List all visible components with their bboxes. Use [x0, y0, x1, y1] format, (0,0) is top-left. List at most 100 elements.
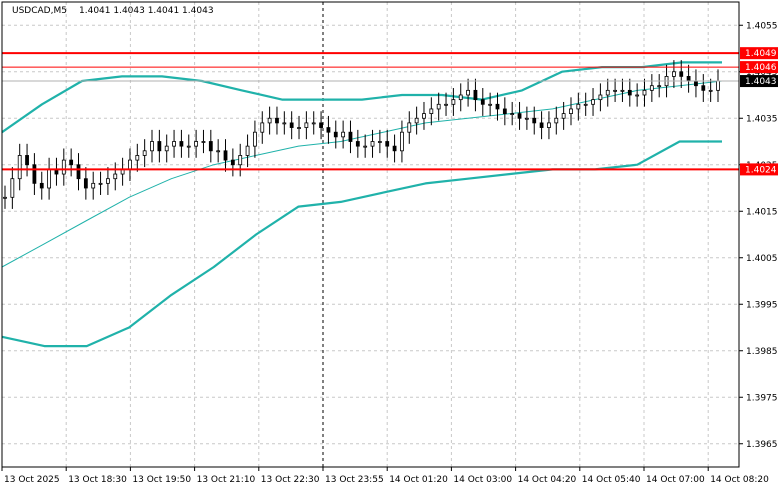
candle — [245, 134, 250, 168]
candle — [436, 92, 441, 121]
time-tick-label: 14 Oct 03:00 — [453, 475, 512, 485]
candle-body — [510, 113, 515, 115]
level-label: 1.4046 — [745, 63, 777, 73]
candle — [473, 78, 478, 112]
candle — [370, 129, 375, 158]
candle-body — [355, 141, 360, 147]
candle — [172, 129, 176, 158]
candle-body — [172, 141, 176, 147]
candle-body — [436, 103, 441, 110]
candle-body — [363, 145, 368, 148]
candle — [194, 129, 199, 158]
candle-body — [605, 89, 610, 96]
price-tick-label: 1.4055 — [746, 21, 778, 31]
candle — [150, 129, 154, 163]
candle — [113, 162, 118, 191]
candle-body — [598, 94, 603, 101]
candle-body — [400, 131, 404, 152]
candle-body — [253, 131, 257, 147]
level-label-box — [740, 47, 778, 60]
candle-body — [407, 122, 412, 133]
candle — [282, 111, 287, 135]
candle-body — [392, 145, 397, 152]
candle — [69, 148, 74, 177]
candle — [429, 97, 434, 126]
candle-body — [576, 103, 581, 110]
current-price-label: 1.4043 — [745, 77, 777, 87]
candle-body — [627, 89, 632, 96]
candle-body — [113, 173, 118, 180]
candle-body — [47, 168, 52, 189]
candle-body — [591, 99, 595, 105]
candle — [142, 139, 147, 168]
price-tick-label: 1.3975 — [746, 393, 778, 403]
candle — [458, 83, 463, 112]
candle — [657, 74, 662, 98]
time-tick-label: 14 Oct 01:20 — [389, 475, 448, 485]
candle-body — [304, 122, 309, 128]
price-tick-label: 1.4035 — [746, 114, 778, 124]
candle-body — [297, 127, 301, 129]
candle — [649, 74, 654, 102]
candle — [576, 92, 581, 121]
time-tick-label: 14 Oct 07:00 — [646, 475, 705, 485]
candle-body — [128, 159, 132, 170]
candle-body — [32, 164, 37, 184]
price-tick-label: 1.3985 — [746, 347, 778, 357]
candle-body — [554, 117, 559, 124]
time-tick-label: 13 Oct 23:55 — [325, 475, 384, 485]
candle-body — [539, 122, 544, 128]
candle — [554, 106, 559, 135]
candle — [333, 120, 338, 149]
candle-body — [370, 141, 375, 147]
candle-body — [98, 182, 103, 185]
candle-body — [414, 117, 419, 124]
candle-body — [260, 122, 265, 133]
candle — [201, 129, 206, 154]
candle-body — [444, 103, 448, 106]
candle — [135, 143, 140, 172]
candle-body — [502, 108, 507, 114]
candle — [216, 139, 221, 163]
candle-body — [686, 76, 691, 82]
candle-body — [473, 89, 478, 101]
candle — [377, 129, 382, 154]
candle — [539, 111, 544, 140]
candle — [157, 129, 162, 163]
candle — [208, 129, 213, 163]
candle — [517, 101, 522, 130]
candle — [444, 92, 448, 116]
candle-body — [3, 196, 7, 199]
candle — [495, 92, 500, 121]
candle-body — [466, 89, 470, 96]
candle — [275, 106, 279, 135]
candle-body — [708, 89, 713, 92]
level-label-box — [740, 163, 778, 176]
candle — [32, 153, 37, 195]
candle-body — [17, 155, 22, 180]
price-tick-label: 1.3995 — [746, 300, 778, 310]
time-tick-label: 14 Oct 08:20 — [710, 475, 769, 485]
candle-body — [716, 80, 720, 91]
candle — [480, 88, 485, 116]
candle — [635, 83, 640, 107]
candle-body — [61, 159, 66, 175]
candle-body — [10, 178, 15, 198]
candle-body — [451, 99, 456, 105]
price-tick-label: 1.4015 — [746, 207, 778, 217]
candle — [363, 134, 368, 158]
candle — [91, 171, 96, 200]
candle-body — [620, 89, 625, 92]
price-tick-label: 1.3965 — [746, 440, 778, 450]
candle-body — [238, 155, 243, 166]
candle — [304, 111, 309, 140]
candle-body — [701, 85, 706, 91]
candle — [598, 83, 603, 112]
candle — [238, 143, 243, 177]
candles — [3, 60, 720, 209]
horizontal-levels[interactable] — [2, 52, 739, 171]
time-axis[interactable]: 13 Oct 2025 13 Oct 18:30 13 Oct 19:50 13 Oc… — [1, 467, 769, 485]
time-tick-label: 13 Oct 18:30 — [68, 475, 127, 485]
